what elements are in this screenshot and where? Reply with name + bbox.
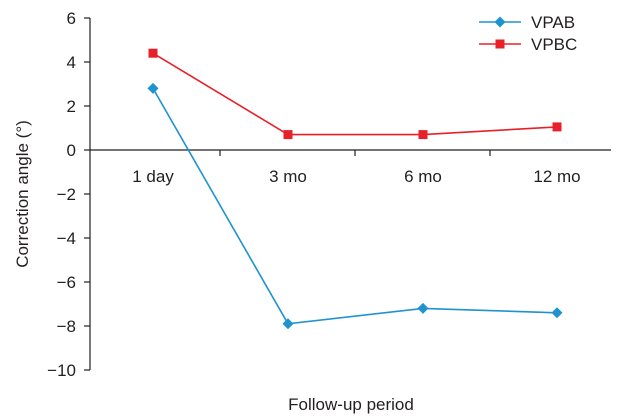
- data-point-vpbc: [552, 122, 562, 132]
- series-layer: [147, 48, 563, 330]
- data-point-vpbc: [283, 130, 293, 140]
- legend-item-vpbc: VPBC: [479, 35, 577, 54]
- series-vpab: [147, 82, 563, 330]
- y-ticks: 6 4 2 0 −2 −4 −6 −8 −10: [47, 9, 90, 380]
- series-line-vpbc: [152, 52, 558, 136]
- y-tick-label: 2: [67, 97, 76, 116]
- data-point-vpab: [282, 318, 294, 330]
- series-vpbc: [148, 48, 562, 140]
- x-tick-label: 3 mo: [269, 167, 307, 186]
- legend-label-vpbc: VPBC: [531, 35, 577, 54]
- y-tick-label: −2: [57, 185, 76, 204]
- x-tick-label: 6 mo: [404, 167, 442, 186]
- y-tick-label: 4: [67, 53, 76, 72]
- legend-item-vpab: VPAB: [479, 13, 575, 32]
- x-axis-title: Follow-up period: [288, 395, 414, 414]
- y-tick-label: 0: [67, 141, 76, 160]
- data-point-vpbc: [148, 48, 158, 58]
- legend: VPAB VPBC: [479, 13, 577, 54]
- data-point-vpbc: [418, 130, 428, 140]
- y-tick-label: −6: [57, 273, 76, 292]
- data-point-vpab: [551, 307, 563, 319]
- x-tick-label: 1 day: [132, 167, 174, 186]
- legend-label-vpab: VPAB: [531, 13, 575, 32]
- data-point-vpab: [147, 82, 159, 94]
- x-tick-label: 12 mo: [533, 167, 580, 186]
- series-line-vpab: [152, 88, 558, 325]
- x-ticks: 1 day 3 mo 6 mo 12 mo: [132, 150, 581, 186]
- legend-marker-vpab: [494, 16, 506, 28]
- y-tick-label: −10: [47, 361, 76, 380]
- legend-marker-vpbc: [495, 39, 505, 49]
- y-tick-label: −4: [57, 229, 76, 248]
- y-tick-label: 6: [67, 9, 76, 28]
- data-point-vpab: [417, 302, 429, 314]
- y-axis-title: Correction angle (°): [13, 120, 32, 268]
- y-tick-label: −8: [57, 317, 76, 336]
